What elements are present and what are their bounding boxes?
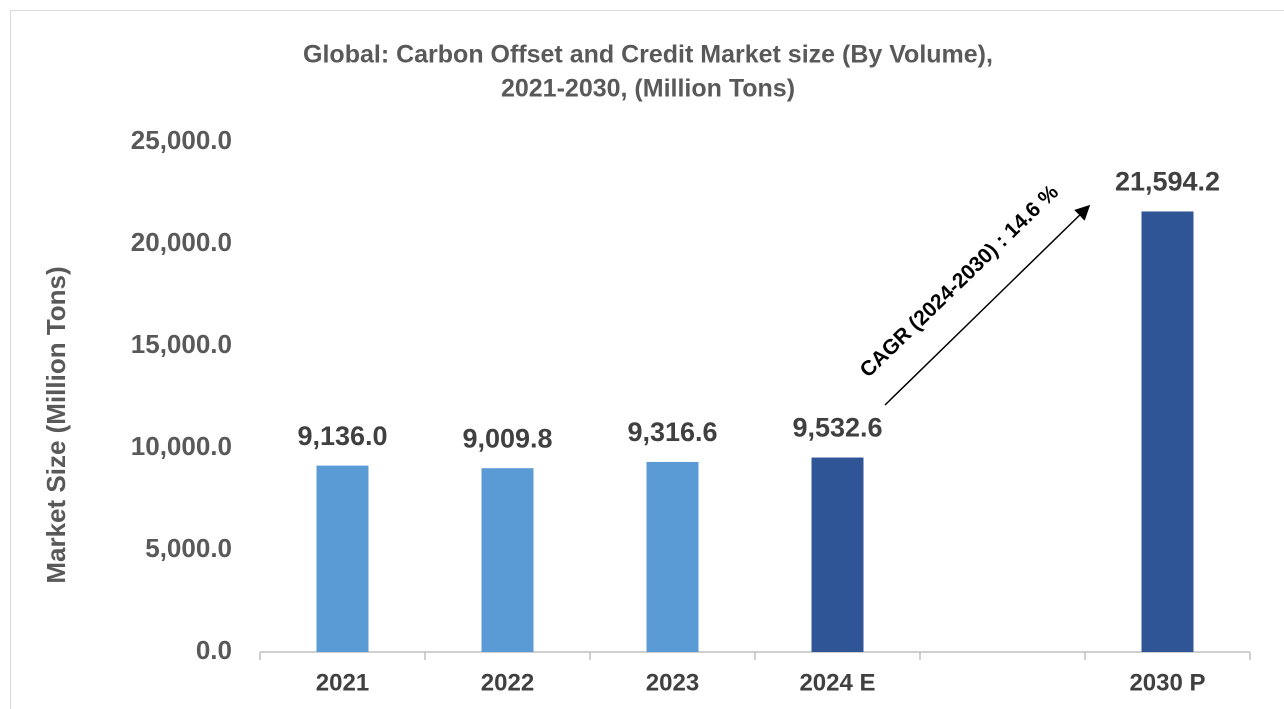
value-label: 9,136.0 bbox=[297, 421, 387, 451]
x-tick-label: 2022 bbox=[481, 669, 534, 696]
y-tick-label: 10,000.0 bbox=[131, 431, 232, 461]
y-tick-label: 0.0 bbox=[196, 635, 232, 665]
chart-title: 2021-2030, (Million Tons) bbox=[501, 75, 795, 103]
y-tick-label: 20,000.0 bbox=[131, 227, 232, 257]
x-tick-label: 2023 bbox=[646, 669, 699, 696]
x-tick-label: 2030 P bbox=[1129, 669, 1205, 696]
value-label: 9,009.8 bbox=[462, 423, 552, 453]
y-tick-label: 15,000.0 bbox=[131, 329, 232, 359]
bar bbox=[811, 457, 864, 652]
value-label: 9,316.6 bbox=[627, 417, 717, 447]
bar bbox=[481, 468, 534, 652]
x-tick-label: 2021 bbox=[316, 669, 369, 696]
chart-title: Global: Carbon Offset and Credit Market … bbox=[303, 41, 993, 69]
bar bbox=[646, 461, 699, 652]
y-tick-label: 5,000.0 bbox=[145, 533, 232, 563]
value-label: 21,594.2 bbox=[1115, 167, 1220, 197]
x-tick-label: 2024 E bbox=[799, 669, 875, 696]
cagr-arrow bbox=[884, 204, 1091, 406]
value-label: 9,532.6 bbox=[792, 413, 882, 443]
y-tick-label: 25,000.0 bbox=[131, 125, 232, 155]
bar bbox=[1141, 211, 1194, 652]
bar bbox=[316, 465, 369, 652]
y-axis-title: Market Size (Million Tons) bbox=[41, 266, 71, 583]
